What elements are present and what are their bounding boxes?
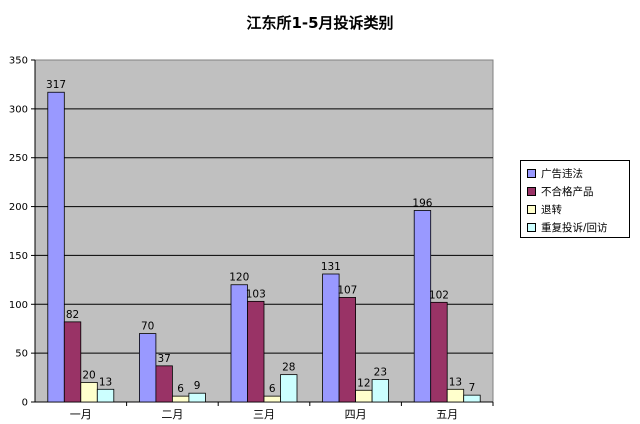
bar-1-5 — [413, 210, 432, 403]
bar-4-4 — [371, 379, 390, 403]
data-label: 317 — [46, 79, 66, 91]
legend: 广告违法不合格产品退转重复投诉/回访 — [520, 160, 630, 238]
legend-item: 不合格产品 — [527, 182, 629, 200]
data-label: 102 — [429, 289, 449, 301]
legend-swatch — [527, 186, 536, 196]
data-label: 196 — [412, 197, 432, 209]
bar-1-1 — [47, 91, 65, 403]
data-label: 9 — [194, 380, 201, 392]
bar-3-1 — [80, 382, 98, 403]
bar-3-4 — [355, 389, 373, 403]
legend-label: 重复投诉/回访 — [541, 221, 608, 234]
data-label: 70 — [141, 321, 154, 333]
bar-4-3 — [280, 374, 298, 403]
y-tick-label: 150 — [9, 251, 28, 262]
bar-4-2 — [188, 392, 206, 403]
bar-2-4 — [338, 297, 357, 403]
data-label: 28 — [282, 362, 295, 374]
x-tick-label: 二月 — [161, 408, 183, 421]
legend-item: 退转 — [527, 200, 629, 218]
y-tick-label: 350 — [9, 56, 28, 67]
legend-item: 重复投诉/回访 — [527, 218, 629, 236]
bar-2-1 — [63, 321, 82, 403]
data-label: 6 — [177, 383, 184, 395]
y-tick-label: 250 — [9, 153, 28, 164]
y-tick-label: 100 — [9, 300, 28, 311]
y-tick-label: 200 — [9, 202, 28, 213]
x-tick-label: 四月 — [345, 408, 367, 421]
bar-3-3 — [263, 395, 281, 403]
bar-3-5 — [446, 388, 465, 403]
chart-title: 江东所1-5月投诉类别 — [246, 14, 394, 32]
legend-item: 广告违法 — [527, 164, 629, 182]
legend-label: 不合格产品 — [541, 185, 594, 198]
legend-swatch — [527, 204, 536, 214]
legend-label: 广告违法 — [541, 167, 583, 180]
data-label: 120 — [229, 272, 249, 284]
data-label: 103 — [246, 288, 266, 300]
y-tick-label: 0 — [22, 398, 28, 409]
data-label: 13 — [99, 376, 112, 388]
x-tick-label: 三月 — [253, 408, 275, 421]
bar-4-1 — [96, 388, 115, 403]
y-tick-label: 50 — [15, 349, 28, 360]
data-label: 13 — [449, 376, 462, 388]
data-label: 37 — [157, 353, 170, 365]
bar-1-2 — [138, 333, 157, 403]
x-tick-label: 五月 — [436, 408, 458, 421]
bar-2-5 — [430, 301, 448, 403]
data-label: 82 — [66, 309, 79, 321]
data-label: 131 — [321, 261, 341, 273]
bar-2-3 — [247, 300, 265, 403]
bar-2-2 — [155, 365, 173, 403]
y-tick-label: 300 — [9, 104, 28, 115]
legend-swatch — [527, 222, 536, 232]
data-label: 7 — [469, 382, 476, 394]
data-label: 23 — [374, 367, 387, 379]
data-label: 6 — [269, 383, 276, 395]
bar-4-5 — [463, 394, 481, 403]
legend-label: 退转 — [541, 203, 562, 216]
bar-1-3 — [230, 284, 248, 403]
data-label: 12 — [357, 377, 370, 389]
data-label: 107 — [337, 284, 357, 296]
legend-swatch — [527, 168, 536, 178]
x-tick-label: 一月 — [70, 408, 92, 421]
bar-3-2 — [171, 395, 190, 403]
data-label: 20 — [82, 369, 95, 381]
